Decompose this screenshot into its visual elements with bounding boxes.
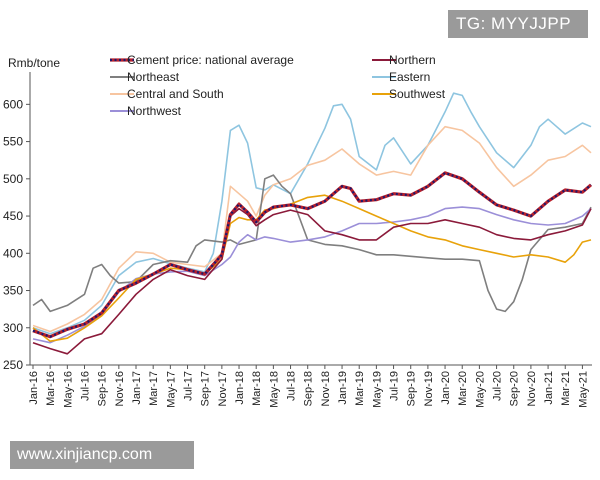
y-tick-label: 500	[3, 172, 23, 186]
series-line-northwest	[32, 206, 592, 344]
legend-label: Cement price: national average	[127, 53, 294, 67]
legend-label: Northwest	[127, 104, 182, 118]
x-tick-label: Mar-18	[251, 371, 263, 406]
x-tick-label: Nov-19	[423, 371, 435, 406]
series-line-central-and-south	[32, 125, 592, 333]
legend-label: Central and South	[127, 87, 224, 101]
y-tick-label: 400	[3, 246, 23, 260]
x-tick-label: Jul-19	[389, 371, 401, 401]
x-tick-label: Mar-21	[560, 371, 572, 406]
x-tick-label: Sep-16	[97, 371, 109, 406]
y-tick-label: 550	[3, 135, 23, 149]
x-tick-label: Nov-16	[114, 371, 126, 406]
legend-label: Eastern	[389, 70, 430, 84]
y-tick-label: 250	[3, 358, 23, 372]
x-tick-label: Mar-19	[354, 371, 366, 406]
x-tick-label: May-16	[62, 371, 74, 408]
x-tick-label: Jan-20	[440, 371, 452, 405]
x-tick-label: May-18	[268, 371, 280, 408]
x-tick-label: Jan-16	[28, 371, 40, 405]
x-tick-label: Jul-16	[80, 371, 92, 401]
x-tick-label: Sep-18	[303, 371, 315, 406]
series-line-northern	[32, 207, 592, 355]
x-tick-label: May-21	[577, 371, 589, 408]
x-tick-label: Mar-20	[457, 371, 469, 406]
x-tick-label: Sep-17	[200, 371, 212, 406]
x-tick-label: Jan-17	[131, 371, 143, 405]
x-tick-label: Nov-18	[320, 371, 332, 406]
x-tick-label: May-20	[474, 371, 486, 408]
x-tick-label: Jan-19	[337, 371, 349, 405]
legend-label: Northern	[389, 53, 436, 67]
x-tick-label: Nov-20	[526, 371, 538, 406]
x-tick-label: May-19	[371, 371, 383, 408]
x-tick-label: Sep-19	[406, 371, 418, 406]
watermark-bottom: www.xinjiancp.com	[10, 441, 194, 469]
y-tick-label: 350	[3, 284, 23, 298]
x-tick-label: Jul-17	[183, 371, 195, 401]
series-lines	[32, 92, 593, 355]
series-line-northeast	[32, 174, 592, 313]
x-tick-label: Jan-21	[543, 371, 555, 405]
x-tick-label: Jul-18	[286, 371, 298, 401]
axes: 250 300 350 400 450 500 550 600 Jan-16 Mar-16 May-…	[3, 72, 592, 408]
x-tick-label: Jan-18	[234, 371, 246, 405]
watermark-top: TG: MYYJJPP	[448, 10, 588, 38]
y-tick-label: 450	[3, 209, 23, 223]
series-line-cement-price-national-average	[32, 171, 592, 338]
series-line-eastern	[32, 92, 592, 335]
x-tick-label: Nov-17	[217, 371, 229, 406]
y-tick-label: 600	[3, 97, 23, 111]
series-line-southwest	[32, 194, 592, 342]
y-tick-label: 300	[3, 321, 23, 335]
x-tick-label: Mar-17	[148, 371, 160, 406]
legend-label: Southwest	[389, 87, 446, 101]
legend-label: Northeast	[127, 70, 180, 84]
x-tick-label: Jul-20	[492, 371, 504, 401]
legend: Cement price: national average Northern No…	[110, 53, 446, 118]
x-tick-label: Mar-16	[45, 371, 57, 406]
line-chart: 250 300 350 400 450 500 550 600 Jan-16 Mar-16 May-…	[3, 53, 593, 408]
x-tick-label: Sep-20	[509, 371, 521, 406]
y-axis-unit-label: Rmb/tone	[8, 56, 61, 70]
x-tick-label: May-17	[165, 371, 177, 408]
